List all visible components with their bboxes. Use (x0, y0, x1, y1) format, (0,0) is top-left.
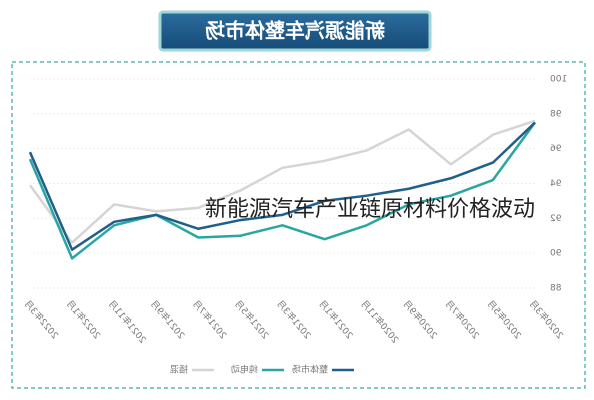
y-tick-label: 92 (550, 214, 561, 224)
x-tick-label: 2021年1月 (316, 298, 355, 341)
x-tick-label: 2022年3月 (22, 298, 61, 341)
x-tick-label: 2020年9月 (401, 298, 440, 341)
chart-body: 新能源汽车整体市场 8890929496981002020年3月2020年5月2… (22, 10, 567, 376)
line-series (28, 119, 536, 244)
x-tick-label: 2022年1月 (64, 298, 103, 341)
x-tick-label: 2021年11月 (106, 298, 149, 346)
y-tick-label: 96 (550, 144, 562, 154)
x-tick-label: 2020年11月 (358, 298, 401, 346)
line-series (28, 121, 537, 260)
legend-label: 纯电动 (231, 364, 258, 376)
x-tick-label: 2021年7月 (190, 298, 229, 341)
y-tick-label: 100 (550, 75, 567, 85)
legend-label: 插混 (170, 364, 188, 376)
x-tick-label: 2021年9月 (148, 298, 187, 341)
chart-frame (11, 61, 586, 389)
overlay-text: 新能源汽车产业链原材料价格波动 (205, 197, 535, 222)
y-tick-label: 90 (550, 249, 562, 259)
y-tick-label: 94 (550, 179, 562, 189)
y-tick-label: 88 (550, 284, 562, 294)
x-tick-label: 2020年7月 (443, 298, 482, 341)
legend-label: 整体市场 (292, 364, 328, 376)
y-tick-label: 98 (550, 109, 562, 119)
x-tick-label: 2021年5月 (232, 298, 271, 341)
x-tick-label: 2020年5月 (485, 298, 524, 341)
x-tick-label: 2020年3月 (527, 298, 566, 341)
x-tick-label: 2021年3月 (274, 298, 313, 341)
chart-title: 新能源汽车整体市场 (205, 19, 385, 43)
title-banner (158, 10, 432, 52)
line-series (28, 121, 536, 251)
